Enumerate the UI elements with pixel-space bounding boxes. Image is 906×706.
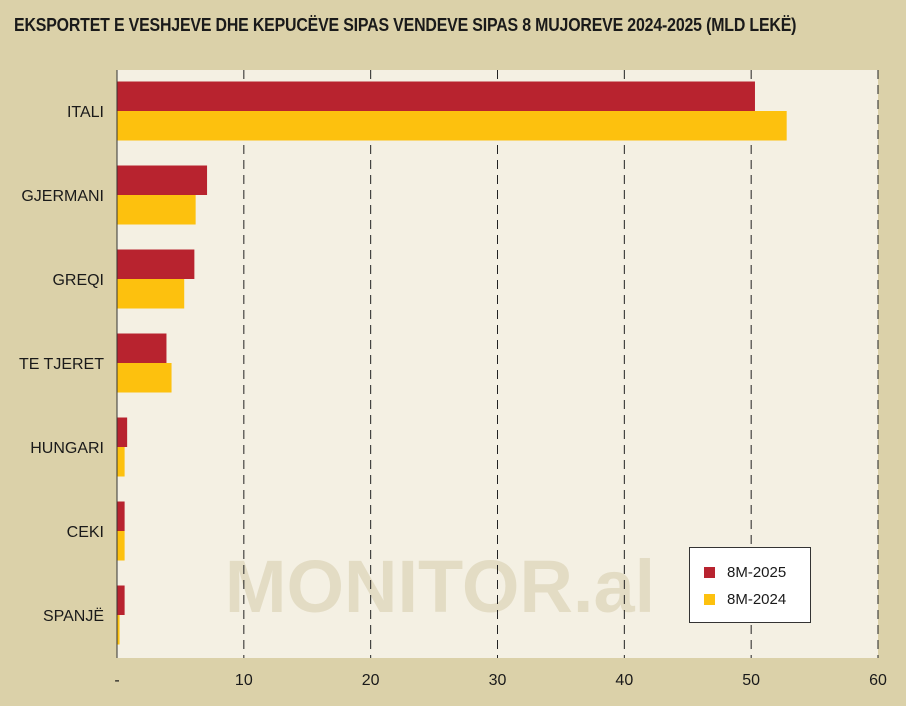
x-tick-label: 60: [869, 672, 887, 689]
bar-itali-8m-2025: [117, 81, 755, 111]
watermark: MONITOR.al: [225, 545, 655, 628]
category-label: CEKI: [67, 524, 104, 541]
legend-item-2025: 8M-2025: [704, 564, 786, 581]
bar-hungari-8m-2024: [117, 447, 125, 477]
x-tick-label: -: [114, 672, 119, 689]
bar-spanjë-8m-2024: [117, 615, 120, 645]
category-label: GJERMANI: [21, 188, 104, 205]
bars: [117, 81, 787, 645]
category-label: HUNGARI: [30, 440, 104, 457]
bar-spanjë-8m-2025: [117, 585, 125, 615]
x-tick-label: 10: [235, 672, 253, 689]
legend-label-2024: 8M-2024: [727, 591, 787, 608]
x-tick-label: 40: [615, 672, 633, 689]
x-tick-label: 50: [742, 672, 760, 689]
grid-lines: [243, 70, 879, 658]
category-label: TE TJERET: [19, 356, 104, 373]
category-label: SPANJË: [43, 607, 104, 625]
x-tick-label: 30: [489, 672, 507, 689]
bar-te-tjeret-8m-2025: [117, 333, 167, 363]
bar-gjermani-8m-2025: [117, 165, 208, 195]
bar-ceki-8m-2024: [117, 531, 125, 561]
bar-te-tjeret-8m-2024: [117, 363, 172, 393]
category-label: ITALI: [67, 104, 104, 121]
legend-item-2024: 8M-2024: [704, 591, 786, 608]
chart-title: EKSPORTET E VESHJEVE DHE KEPUCËVE SIPAS …: [14, 14, 797, 35]
bar-greqi-8m-2024: [117, 279, 185, 309]
category-label: GREQI: [52, 272, 104, 289]
x-tick-label: 20: [362, 672, 380, 689]
legend-swatch-2025: [704, 567, 715, 578]
bar-itali-8m-2024: [117, 111, 787, 141]
bar-gjermani-8m-2024: [117, 195, 196, 225]
bar-greqi-8m-2025: [117, 249, 195, 279]
category-labels: ITALI GJERMANI GREQI TE TJERET HUNGARI CEKI SP…: [19, 104, 104, 625]
x-axis-tick-labels: - 10 20 30 40 50 60: [114, 672, 887, 689]
bar-ceki-8m-2025: [117, 501, 125, 531]
bar-hungari-8m-2025: [117, 417, 128, 447]
legend-swatch-2024: [704, 594, 715, 605]
legend: 8M-2025 8M-2024: [689, 547, 811, 623]
legend-label-2025: 8M-2025: [727, 564, 787, 581]
